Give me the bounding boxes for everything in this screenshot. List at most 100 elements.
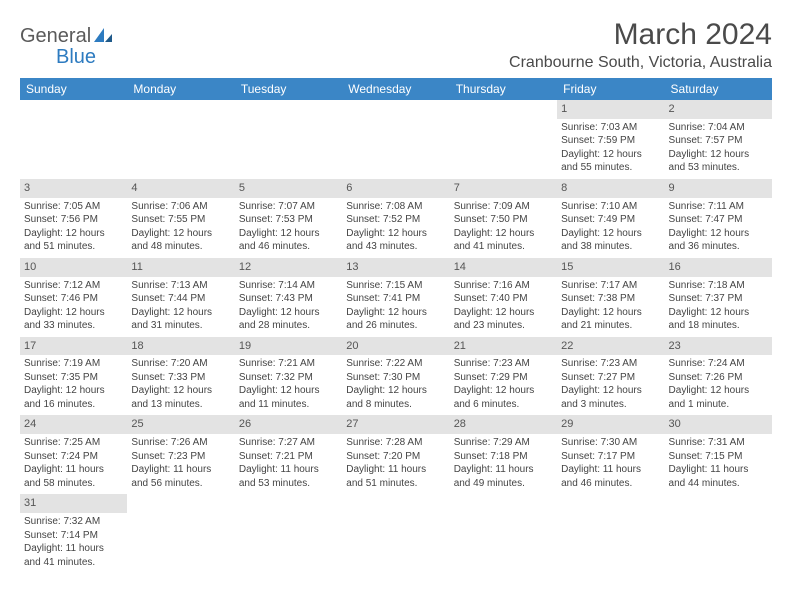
sunrise-line: Sunrise: 7:07 AM: [239, 200, 338, 214]
calendar-cell: [450, 494, 557, 573]
daylight-line-1: Daylight: 12 hours: [24, 227, 123, 241]
day-number: 1: [557, 100, 664, 119]
daylight-line-1: Daylight: 12 hours: [24, 384, 123, 398]
sunrise-line: Sunrise: 7:05 AM: [24, 200, 123, 214]
calendar-row: 17Sunrise: 7:19 AMSunset: 7:35 PMDayligh…: [20, 337, 772, 416]
sunrise-line: Sunrise: 7:06 AM: [131, 200, 230, 214]
sunrise-line: Sunrise: 7:14 AM: [239, 279, 338, 293]
daylight-line-1: Daylight: 12 hours: [669, 384, 768, 398]
daylight-line-1: Daylight: 12 hours: [669, 227, 768, 241]
calendar-cell: 20Sunrise: 7:22 AMSunset: 7:30 PMDayligh…: [342, 337, 449, 416]
daylight-line-2: and 21 minutes.: [561, 319, 660, 333]
day-of-week-row: SundayMondayTuesdayWednesdayThursdayFrid…: [20, 78, 772, 100]
calendar-cell: 14Sunrise: 7:16 AMSunset: 7:40 PMDayligh…: [450, 258, 557, 337]
sunrise-line: Sunrise: 7:19 AM: [24, 357, 123, 371]
daylight-line-2: and 26 minutes.: [346, 319, 445, 333]
sunset-line: Sunset: 7:47 PM: [669, 213, 768, 227]
calendar-cell: 6Sunrise: 7:08 AMSunset: 7:52 PMDaylight…: [342, 179, 449, 258]
sunset-line: Sunset: 7:35 PM: [24, 371, 123, 385]
sunset-line: Sunset: 7:57 PM: [669, 134, 768, 148]
calendar-cell: 4Sunrise: 7:06 AMSunset: 7:55 PMDaylight…: [127, 179, 234, 258]
sunset-line: Sunset: 7:24 PM: [24, 450, 123, 464]
daylight-line-2: and 38 minutes.: [561, 240, 660, 254]
daylight-line-1: Daylight: 12 hours: [131, 384, 230, 398]
daylight-line-1: Daylight: 11 hours: [454, 463, 553, 477]
sunset-line: Sunset: 7:21 PM: [239, 450, 338, 464]
day-number: 30: [665, 415, 772, 434]
daylight-line-2: and 41 minutes.: [24, 556, 123, 570]
sunrise-line: Sunrise: 7:32 AM: [24, 515, 123, 529]
daylight-line-1: Daylight: 12 hours: [131, 227, 230, 241]
calendar-body: 1Sunrise: 7:03 AMSunset: 7:59 PMDaylight…: [20, 100, 772, 573]
sunset-line: Sunset: 7:14 PM: [24, 529, 123, 543]
calendar-cell: 28Sunrise: 7:29 AMSunset: 7:18 PMDayligh…: [450, 415, 557, 494]
calendar-cell: 17Sunrise: 7:19 AMSunset: 7:35 PMDayligh…: [20, 337, 127, 416]
calendar-cell: 13Sunrise: 7:15 AMSunset: 7:41 PMDayligh…: [342, 258, 449, 337]
sunset-line: Sunset: 7:37 PM: [669, 292, 768, 306]
calendar-cell: [342, 494, 449, 573]
calendar-cell: 11Sunrise: 7:13 AMSunset: 7:44 PMDayligh…: [127, 258, 234, 337]
sail-icon: [94, 28, 112, 47]
dow-header: Monday: [127, 78, 234, 100]
day-number: 10: [20, 258, 127, 277]
calendar-cell: 9Sunrise: 7:11 AMSunset: 7:47 PMDaylight…: [665, 179, 772, 258]
sunrise-line: Sunrise: 7:17 AM: [561, 279, 660, 293]
day-number: 26: [235, 415, 342, 434]
day-number: 13: [342, 258, 449, 277]
logo-text-blue: Blue: [56, 46, 96, 68]
daylight-line-2: and 8 minutes.: [346, 398, 445, 412]
calendar-cell: [450, 100, 557, 179]
sunset-line: Sunset: 7:46 PM: [24, 292, 123, 306]
daylight-line-1: Daylight: 12 hours: [669, 306, 768, 320]
calendar-cell: 2Sunrise: 7:04 AMSunset: 7:57 PMDaylight…: [665, 100, 772, 179]
sunrise-line: Sunrise: 7:29 AM: [454, 436, 553, 450]
sunrise-line: Sunrise: 7:31 AM: [669, 436, 768, 450]
calendar-cell: 22Sunrise: 7:23 AMSunset: 7:27 PMDayligh…: [557, 337, 664, 416]
sunrise-line: Sunrise: 7:21 AM: [239, 357, 338, 371]
daylight-line-1: Daylight: 12 hours: [346, 306, 445, 320]
sunset-line: Sunset: 7:23 PM: [131, 450, 230, 464]
day-number: 2: [665, 100, 772, 119]
calendar-cell: 5Sunrise: 7:07 AMSunset: 7:53 PMDaylight…: [235, 179, 342, 258]
sunrise-line: Sunrise: 7:24 AM: [669, 357, 768, 371]
day-number: 20: [342, 337, 449, 356]
daylight-line-2: and 33 minutes.: [24, 319, 123, 333]
calendar-cell: 8Sunrise: 7:10 AMSunset: 7:49 PMDaylight…: [557, 179, 664, 258]
daylight-line-1: Daylight: 12 hours: [454, 227, 553, 241]
dow-header: Sunday: [20, 78, 127, 100]
calendar-cell: [235, 494, 342, 573]
calendar-cell: [665, 494, 772, 573]
day-number: 5: [235, 179, 342, 198]
daylight-line-1: Daylight: 12 hours: [561, 384, 660, 398]
daylight-line-2: and 1 minute.: [669, 398, 768, 412]
sunset-line: Sunset: 7:49 PM: [561, 213, 660, 227]
day-number: 4: [127, 179, 234, 198]
daylight-line-2: and 36 minutes.: [669, 240, 768, 254]
day-number: 16: [665, 258, 772, 277]
daylight-line-1: Daylight: 12 hours: [346, 227, 445, 241]
sunrise-line: Sunrise: 7:26 AM: [131, 436, 230, 450]
day-number: 23: [665, 337, 772, 356]
sunset-line: Sunset: 7:29 PM: [454, 371, 553, 385]
sunrise-line: Sunrise: 7:12 AM: [24, 279, 123, 293]
day-number: 27: [342, 415, 449, 434]
daylight-line-2: and 55 minutes.: [561, 161, 660, 175]
day-number: 18: [127, 337, 234, 356]
daylight-line-1: Daylight: 11 hours: [131, 463, 230, 477]
calendar-cell: 12Sunrise: 7:14 AMSunset: 7:43 PMDayligh…: [235, 258, 342, 337]
calendar-cell: 10Sunrise: 7:12 AMSunset: 7:46 PMDayligh…: [20, 258, 127, 337]
daylight-line-1: Daylight: 12 hours: [561, 306, 660, 320]
daylight-line-2: and 3 minutes.: [561, 398, 660, 412]
day-number: 14: [450, 258, 557, 277]
calendar-row: 1Sunrise: 7:03 AMSunset: 7:59 PMDaylight…: [20, 100, 772, 179]
daylight-line-1: Daylight: 11 hours: [669, 463, 768, 477]
dow-header: Saturday: [665, 78, 772, 100]
sunset-line: Sunset: 7:26 PM: [669, 371, 768, 385]
sunset-line: Sunset: 7:15 PM: [669, 450, 768, 464]
sunset-line: Sunset: 7:41 PM: [346, 292, 445, 306]
daylight-line-2: and 48 minutes.: [131, 240, 230, 254]
daylight-line-1: Daylight: 12 hours: [454, 384, 553, 398]
sunset-line: Sunset: 7:59 PM: [561, 134, 660, 148]
daylight-line-2: and 23 minutes.: [454, 319, 553, 333]
day-number: 8: [557, 179, 664, 198]
